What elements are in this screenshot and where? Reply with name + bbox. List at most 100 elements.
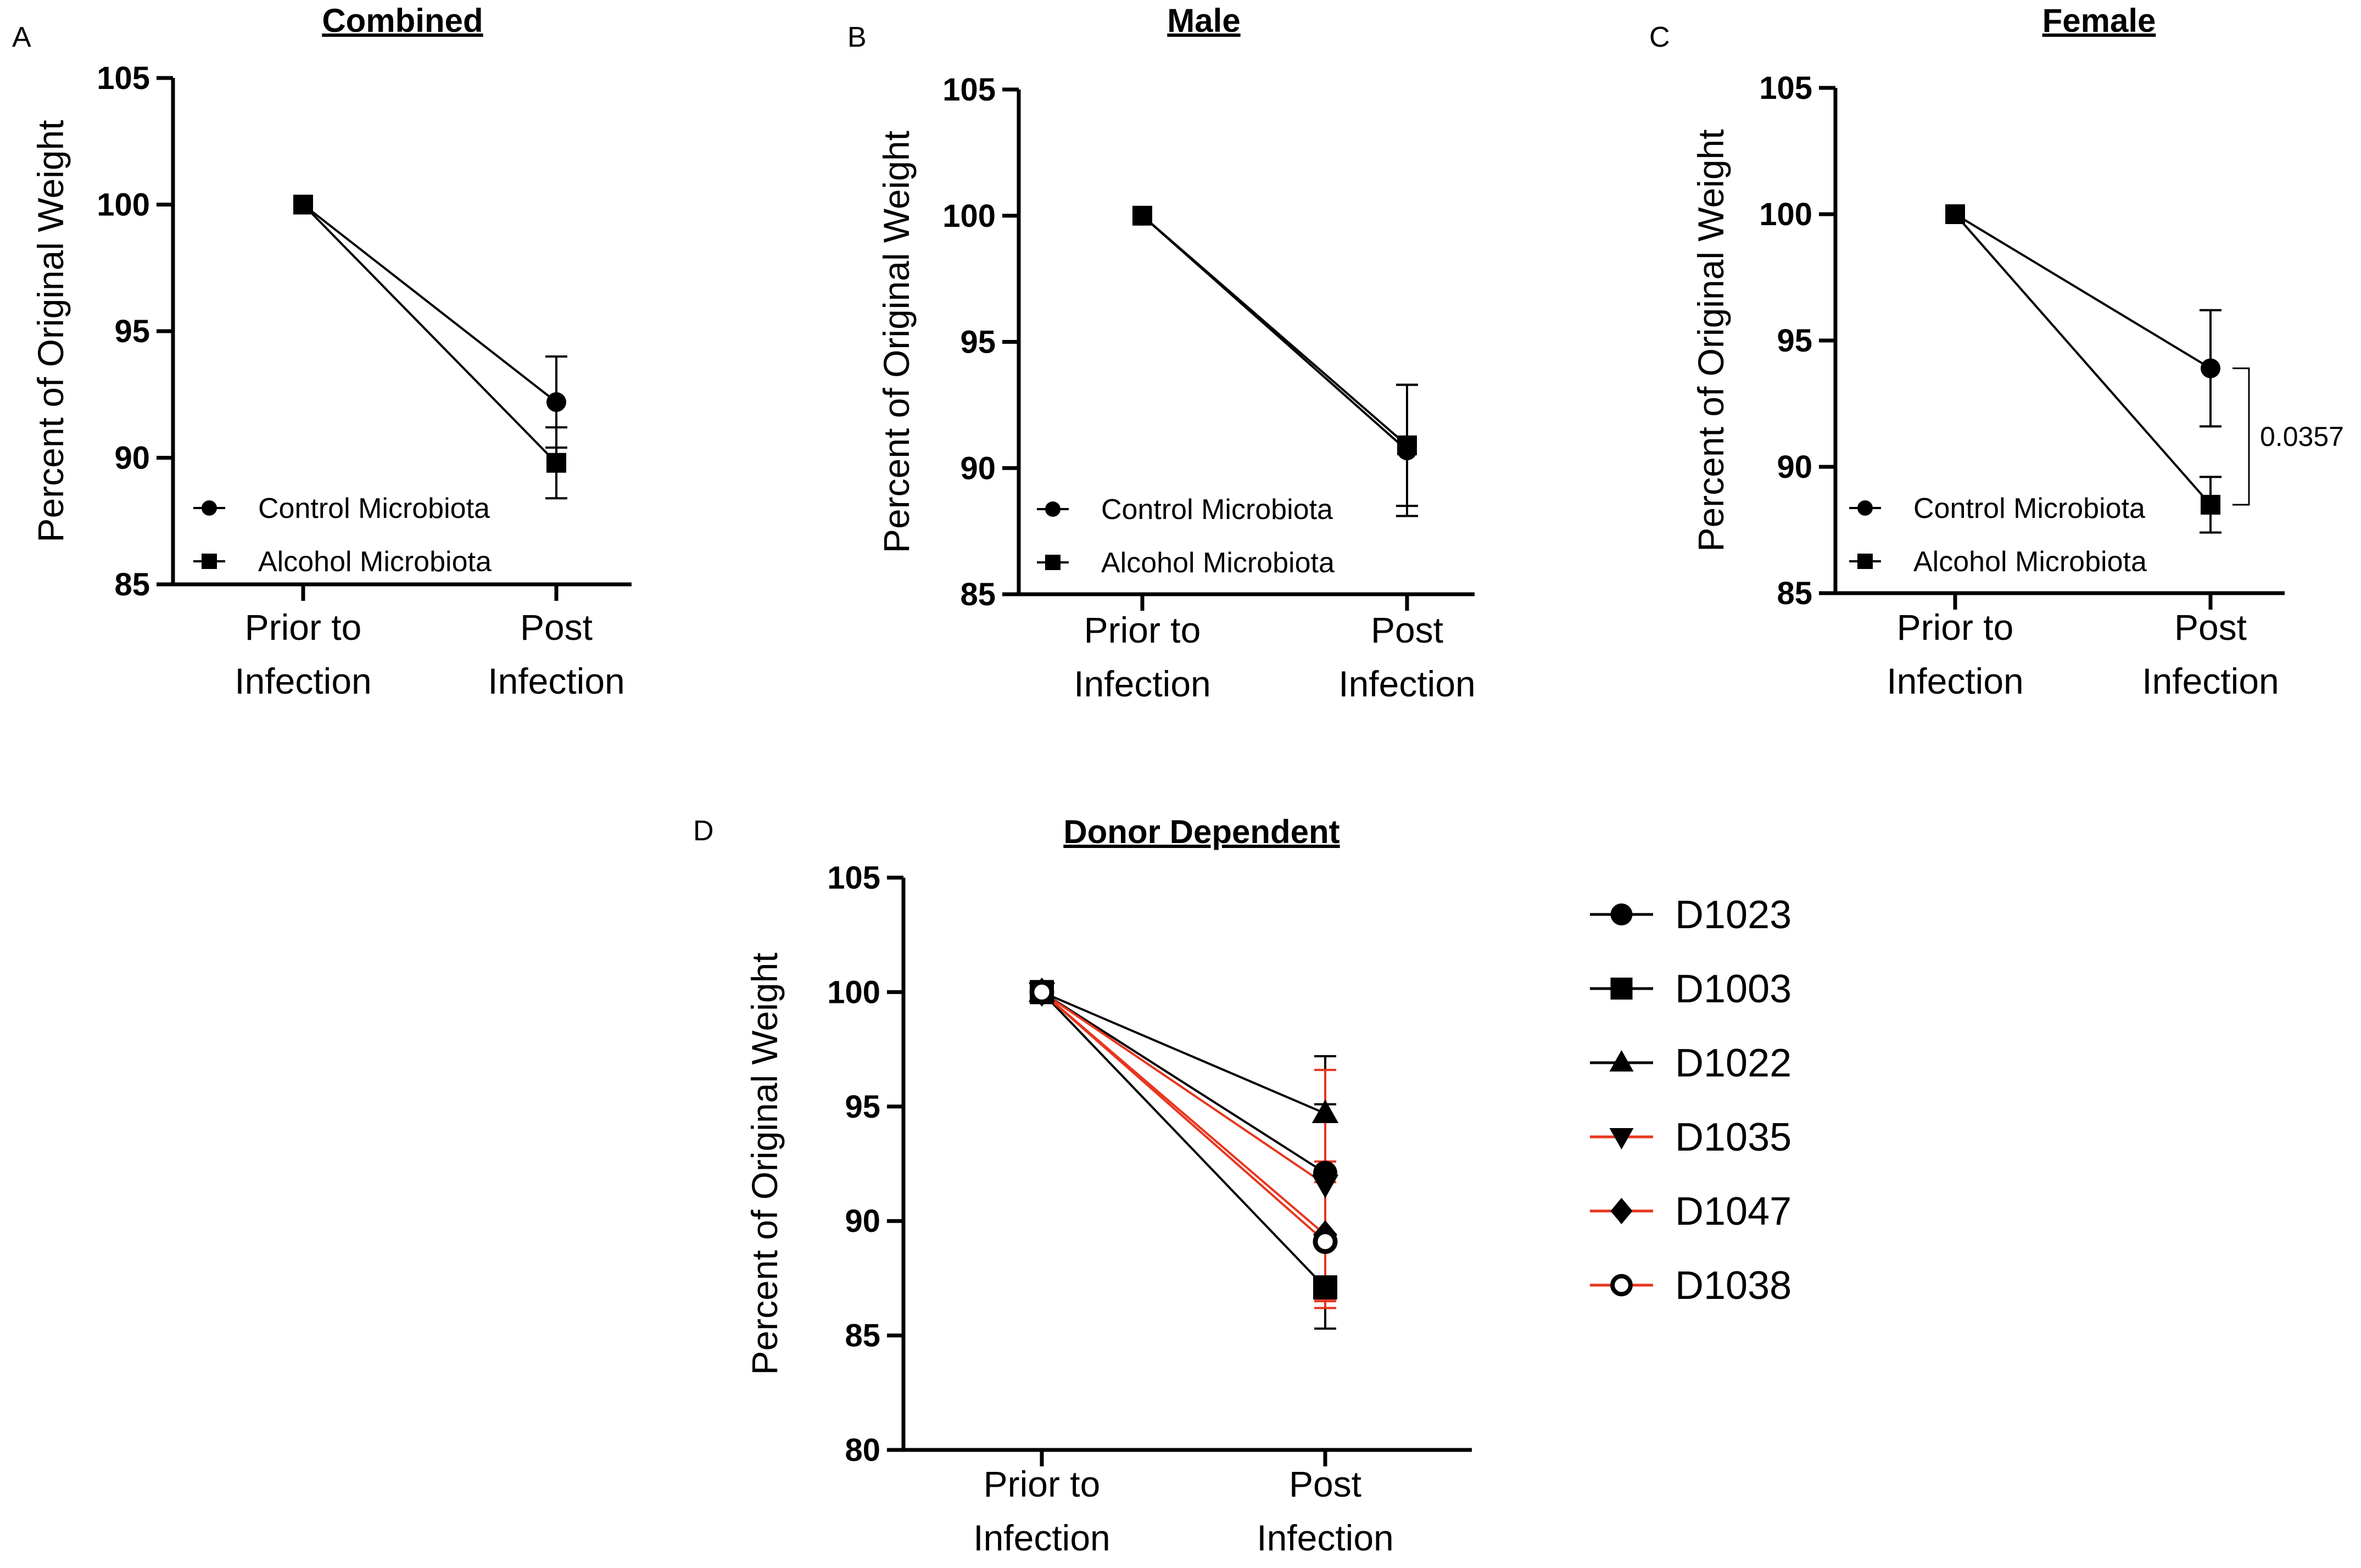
series-line-alcohol-microbiota xyxy=(1141,215,1408,447)
y-axis-title: Percent of Original Weight xyxy=(1690,129,1731,551)
y-tick-label: 95 xyxy=(845,1089,880,1125)
legend-entry: D1003 xyxy=(1590,967,1791,1011)
legend-entry: Alcohol Microbiota xyxy=(1849,546,2147,578)
panel-d: D Donor Dependent Percent of Original Weig… xyxy=(693,813,1791,1558)
x-tick-label: Prior to xyxy=(245,607,362,648)
data-point-d1003 xyxy=(1313,1275,1337,1300)
y-tick-label: 100 xyxy=(827,974,880,1010)
legend-entry: Alcohol Microbiota xyxy=(193,546,492,578)
data-point-alcohol-microbiota xyxy=(1397,435,1417,455)
data-point-d1038 xyxy=(1313,1229,1338,1254)
panel-title: Female xyxy=(2042,2,2156,39)
y-tick-label: 85 xyxy=(845,1318,880,1354)
y-tick-label: 100 xyxy=(1759,197,1812,232)
y-axis-title: Percent of Original Weight xyxy=(876,131,917,553)
data-point-control-microbiota xyxy=(2201,358,2220,378)
legend: Control Microbiota Alcohol Microbiota xyxy=(193,493,492,578)
legend-label: Control Microbiota xyxy=(1913,493,2145,524)
data-point-alcohol-microbiota xyxy=(546,453,566,473)
x-tick-label: Post xyxy=(1371,610,1443,650)
y-tick-label: 105 xyxy=(942,72,996,108)
legend-marker xyxy=(1857,500,1873,516)
x-tick-label: Infection xyxy=(1886,661,2024,701)
panel-title: Donor Dependent xyxy=(1063,813,1339,850)
p-value-label: 0.0357 xyxy=(2260,421,2344,452)
legend-label: Control Microbiota xyxy=(1101,494,1333,526)
panel-a: A Combined Percent of Original Weight 85 90 9… xyxy=(12,2,632,701)
y-tick-label: 90 xyxy=(114,440,150,476)
series-line-d1023 xyxy=(1041,991,1326,1174)
series-line-alcohol-microbiota xyxy=(302,204,557,464)
y-tick-label: 100 xyxy=(97,187,150,223)
data-point-alcohol-microbiota xyxy=(293,194,313,215)
y-tick-label: 105 xyxy=(827,860,880,896)
legend-entry: Control Microbiota xyxy=(193,493,490,524)
legend-label: D1023 xyxy=(1675,893,1791,937)
data-point-alcohol-microbiota xyxy=(1945,204,1965,224)
series-line-d1038 xyxy=(1041,991,1326,1243)
y-tick-label: 85 xyxy=(960,577,996,612)
legend: Control Microbiota Alcohol Microbiota xyxy=(1037,494,1335,579)
y-tick-label: 90 xyxy=(845,1203,880,1239)
x-tick-label: Prior to xyxy=(1897,607,2014,648)
legend: Control Microbiota Alcohol Microbiota xyxy=(1849,493,2147,578)
y-tick-label: 95 xyxy=(960,325,996,360)
legend-marker xyxy=(1045,555,1061,570)
y-axis-title: Percent of Original Weight xyxy=(30,120,71,542)
legend-label: D1035 xyxy=(1675,1115,1791,1159)
panel-title: Combined xyxy=(322,2,483,39)
data-point-alcohol-microbiota xyxy=(1132,205,1152,226)
x-tick-label: Infection xyxy=(2142,661,2279,701)
x-tick-label: Infection xyxy=(973,1517,1110,1558)
x-tick-label: Infection xyxy=(1074,663,1211,704)
x-tick-label: Prior to xyxy=(1084,610,1201,650)
series-line-control-microbiota xyxy=(302,203,557,403)
y-tick-label: 100 xyxy=(942,198,996,234)
x-tick-label: Post xyxy=(1289,1464,1361,1504)
panel-letter: A xyxy=(12,21,31,53)
legend: D1023 D1003 D1022 D1035 D1047 D1038 xyxy=(1590,893,1791,1308)
series-line-control-microbiota xyxy=(1954,213,2212,370)
series-line-d1022 xyxy=(1041,991,1326,1115)
series-line-alcohol-microbiota xyxy=(1954,213,2212,506)
legend-entry: Control Microbiota xyxy=(1849,493,2145,524)
legend-marker xyxy=(202,554,217,569)
legend-label: D1003 xyxy=(1675,967,1791,1011)
data-point-d1038 xyxy=(1029,979,1054,1005)
data-point-control-microbiota xyxy=(546,392,566,412)
legend-label: D1022 xyxy=(1675,1041,1791,1085)
panel-letter: B xyxy=(847,21,867,53)
legend-label: Alcohol Microbiota xyxy=(1101,547,1335,579)
y-axis-title: Percent of Original Weight xyxy=(744,952,785,1375)
legend-marker xyxy=(1610,1274,1633,1297)
legend-label: D1047 xyxy=(1675,1190,1791,1234)
legend-marker xyxy=(1609,1128,1634,1150)
data-point-alcohol-microbiota xyxy=(2201,495,2220,515)
y-tick-label: 85 xyxy=(114,567,150,602)
legend-entry: D1038 xyxy=(1590,1264,1791,1308)
x-tick-label: Infection xyxy=(488,661,625,701)
legend-entry: D1047 xyxy=(1590,1190,1791,1234)
panel-c: C Female Percent of Original Weight 85 90 95 1… xyxy=(1649,2,2344,701)
legend-label: Alcohol Microbiota xyxy=(258,546,492,578)
legend-entry: D1022 xyxy=(1590,1041,1791,1085)
panel-b: B Male Percent of Original Weight 85 90 95 100… xyxy=(847,2,1476,704)
legend-marker xyxy=(1610,978,1633,1000)
y-tick-label: 85 xyxy=(1777,576,1812,611)
y-tick-label: 80 xyxy=(845,1432,880,1468)
data-point-d1022 xyxy=(1311,1100,1339,1123)
legend-marker xyxy=(1610,1198,1633,1224)
y-tick-label: 90 xyxy=(1777,449,1812,485)
legend-marker xyxy=(1610,903,1633,925)
x-tick-label: Infection xyxy=(1257,1517,1394,1558)
x-tick-label: Infection xyxy=(1338,663,1476,704)
x-tick-label: Post xyxy=(2174,607,2247,648)
y-tick-label: 90 xyxy=(960,450,996,486)
x-tick-label: Infection xyxy=(235,661,372,701)
panel-letter: C xyxy=(1649,21,1670,53)
legend-label: Control Microbiota xyxy=(258,493,490,524)
x-tick-label: Post xyxy=(520,607,593,648)
legend-entry: D1023 xyxy=(1590,893,1791,937)
panel-title: Male xyxy=(1167,2,1240,39)
